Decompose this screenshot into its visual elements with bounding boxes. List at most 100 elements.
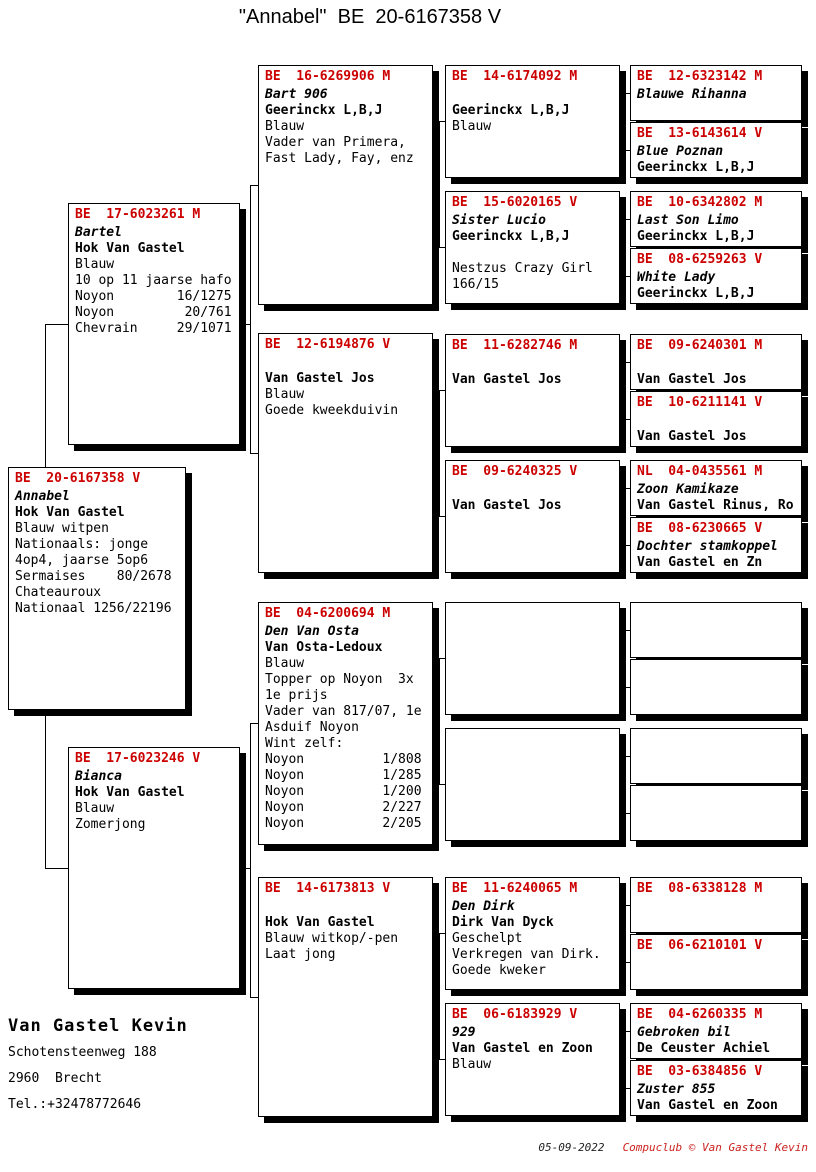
connector-line (624, 93, 630, 94)
ring-number: BE 12-6194876 V (265, 337, 391, 352)
connector-line (620, 784, 624, 785)
connector-line (433, 453, 439, 454)
connector-line (624, 630, 625, 687)
pedigree-box-g4r1b: BE 13-6143614 V Blue Poznan Geerinckx L,… (630, 122, 802, 178)
pigeon-name: Bart 906 (265, 87, 328, 102)
pedigree-box-dam: BE 17-6023246 V Bianca Hok Van Gastel Bl… (68, 747, 240, 989)
breeder-name: De Ceuster Achiel (637, 1041, 771, 1056)
pedigree-box-g3r4: BE 09-6240325 V Van Gastel Jos (445, 460, 620, 573)
connector-line (624, 362, 630, 363)
pedigree-box-g4r6b-empty (630, 785, 802, 841)
pedigree-box-g3r8: BE 06-6183929 V 929 Van Gastel en Zoon B… (445, 1003, 620, 1116)
ring-number: BE 16-6269906 M (265, 69, 391, 84)
breeder-name: Van Gastel Jos (637, 372, 747, 387)
ring-number: BE 09-6240301 M (637, 338, 763, 353)
page-title: "Annabel" BE 20-6167358 V (238, 6, 502, 28)
breeder-name: Van Osta-Ledoux (265, 640, 383, 655)
pigeon-name: Zoon Kamikaze (637, 482, 739, 497)
pedigree-box-g4r5t-empty (630, 602, 802, 658)
breeder-name: Van Gastel en Zn (637, 555, 763, 570)
connector-line (620, 658, 624, 659)
connector-line (624, 219, 625, 276)
breeder-name: Geerinckx L,B,J (265, 103, 383, 118)
pigeon-details: Blauw Zomerjong (75, 801, 146, 832)
connector-line (620, 390, 624, 391)
pigeon-name: White Lady (637, 270, 716, 285)
connector-line (439, 933, 445, 934)
pedigree-box-g4r8b: BE 03-6384856 V Zuster 855 Van Gastel en… (630, 1060, 802, 1116)
breeder-name: Van Gastel en Zoon (637, 1098, 778, 1113)
connector-line (624, 813, 630, 814)
owner-name: Van Gastel Kevin (8, 1016, 188, 1036)
pigeon-details: Blauw 10 op 11 jaarse hafo Noyon 16/1275… (75, 257, 232, 336)
connector-line (250, 723, 251, 997)
breeder-name: Hok Van Gastel (265, 915, 375, 930)
pigeon-name: Bartel (75, 225, 122, 240)
pigeon-details: Blauw Vader van Primera, Fast Lady, Fay,… (265, 119, 414, 166)
pedigree-box-g4r2t: BE 10-6342802 M Last Son Limo Geerinckx … (630, 191, 802, 247)
breeder-name: Hok Van Gastel (15, 505, 125, 520)
breeder-name: Geerinckx L,B,J (637, 160, 755, 175)
ring-number: BE 10-6211141 V (637, 395, 763, 410)
pedigree-box-g2d: BE 14-6173813 V Hok Van Gastel Blauw wit… (258, 877, 433, 1117)
ring-number: BE 09-6240325 V (452, 464, 578, 479)
connector-line (439, 658, 445, 659)
connector-line (624, 687, 630, 688)
pigeon-name (452, 482, 613, 498)
connector-line (439, 516, 445, 517)
ring-number: BE 10-6342802 M (637, 195, 763, 210)
connector-line (624, 1031, 625, 1088)
connector-line (624, 488, 625, 545)
connector-line (620, 933, 624, 934)
connector-line (439, 390, 440, 516)
connector-line (439, 933, 440, 1059)
ring-number: BE 20-6167358 V (15, 471, 141, 486)
connector-line (439, 1059, 445, 1060)
ring-number: BE 17-6023261 M (75, 207, 201, 222)
pigeon-name: Bianca (75, 769, 122, 784)
pedigree-box-g4r4b: BE 08-6230665 V Dochter stamkoppel Van G… (630, 517, 802, 573)
pedigree-box-g4r3t: BE 09-6240301 M Van Gastel Jos (630, 334, 802, 390)
pigeon-name (637, 413, 795, 429)
pedigree-box-g2b: BE 12-6194876 V Van Gastel Jos Blauw Goe… (258, 333, 433, 573)
connector-line (624, 276, 630, 277)
breeder-name: Van Gastel Jos (452, 498, 562, 513)
pedigree-box-g4r2b: BE 08-6259263 V White Lady Geerinckx L,B… (630, 248, 802, 304)
ring-number: BE 14-6174092 M (452, 69, 578, 84)
breeder-name: Hok Van Gastel (75, 785, 185, 800)
connector-line (439, 121, 445, 122)
pedigree-box-g3r2: BE 15-6020165 V Sister Lucio Geerinckx L… (445, 191, 620, 304)
breeder-name: Dirk Van Dyck (452, 915, 554, 930)
breeder-name: Van Gastel Jos (452, 372, 562, 387)
connector-line (624, 1088, 630, 1089)
connector-line (45, 868, 68, 869)
connector-line (620, 516, 624, 517)
connector-line (433, 185, 439, 186)
pedigree-box-g4r7t: BE 08-6338128 M (630, 877, 802, 933)
ring-number: BE 08-6230665 V (637, 521, 763, 536)
breeder-name: Van Gastel Rinus, Ro (637, 498, 794, 513)
pigeon-name: 929 (452, 1025, 476, 1040)
breeder-name: Van Gastel Jos (637, 429, 747, 444)
pedigree-box-g3r1: BE 14-6174092 M Geerinckx L,B,J Blauw (445, 65, 620, 178)
pigeon-details: Blauw (452, 1057, 492, 1072)
connector-line (439, 390, 445, 391)
owner-address-line1: Schotensteenweg 188 (8, 1045, 157, 1060)
ring-number: BE 13-6143614 V (637, 126, 763, 141)
footer-date: 05-09-2022 (538, 1141, 605, 1154)
ring-number: BE 14-6173813 V (265, 881, 391, 896)
connector-line (240, 868, 250, 869)
connector-line (250, 453, 258, 454)
connector-line (624, 630, 630, 631)
connector-line (620, 121, 624, 122)
connector-line (624, 488, 630, 489)
connector-line (439, 784, 445, 785)
pedigree-box-g4r1t: BE 12-6323142 M Blauwe Rihanna (630, 65, 802, 121)
breeder-name: Geerinckx L,B,J (452, 103, 570, 118)
pigeon-details: Geschelpt Verkregen van Dirk. Goede kwek… (452, 931, 601, 978)
pigeon-name: Dochter stamkoppel (637, 539, 778, 554)
ring-number: BE 03-6384856 V (637, 1064, 763, 1079)
pigeon-details: Blauw witkop/-pen Laat jong (265, 931, 399, 962)
pigeon-details: Blauw witpen Nationaals: jonge 4op4, jaa… (15, 521, 172, 616)
pedigree-box-subject: BE 20-6167358 V Annabel Hok Van Gastel B… (8, 467, 186, 710)
